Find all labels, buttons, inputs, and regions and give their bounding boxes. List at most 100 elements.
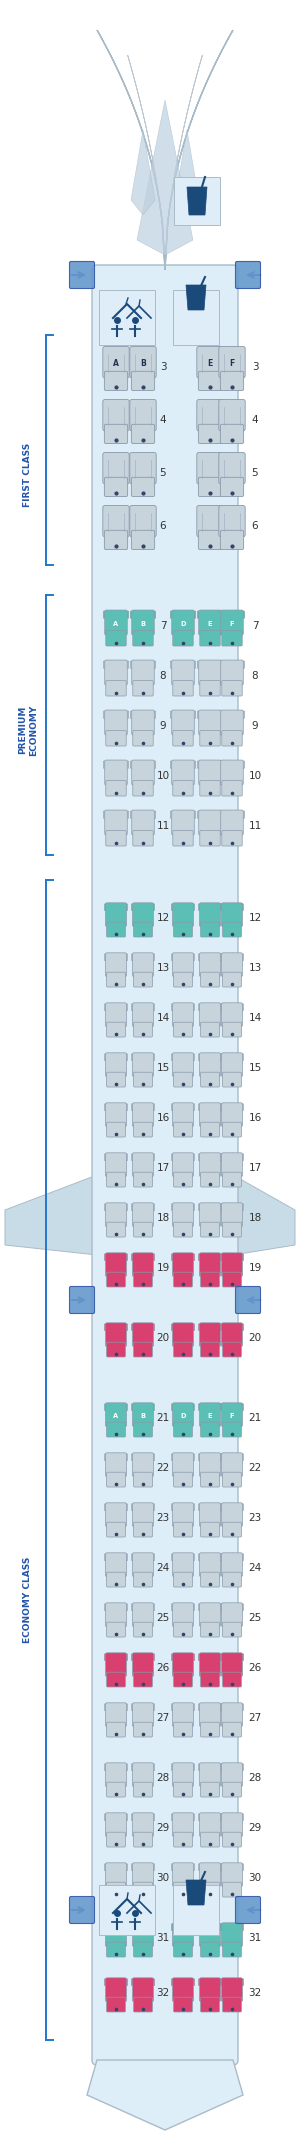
Text: 18: 18 <box>248 1212 262 1223</box>
Text: 27: 27 <box>156 1713 170 1723</box>
FancyBboxPatch shape <box>131 1979 136 1986</box>
FancyBboxPatch shape <box>199 1923 203 1930</box>
FancyBboxPatch shape <box>172 1004 194 1027</box>
FancyBboxPatch shape <box>217 1814 221 1820</box>
FancyBboxPatch shape <box>200 1603 220 1627</box>
FancyBboxPatch shape <box>199 1105 203 1111</box>
FancyBboxPatch shape <box>106 1072 125 1087</box>
FancyBboxPatch shape <box>172 1554 176 1560</box>
FancyBboxPatch shape <box>105 709 127 735</box>
FancyBboxPatch shape <box>199 1403 203 1410</box>
FancyBboxPatch shape <box>199 1154 203 1160</box>
FancyBboxPatch shape <box>173 1885 219 1934</box>
FancyBboxPatch shape <box>123 1105 127 1111</box>
Text: 25: 25 <box>156 1614 170 1622</box>
FancyBboxPatch shape <box>134 1122 152 1137</box>
FancyBboxPatch shape <box>133 1324 153 1347</box>
FancyBboxPatch shape <box>200 681 220 696</box>
Text: 7: 7 <box>252 621 258 632</box>
FancyBboxPatch shape <box>123 1203 127 1210</box>
FancyBboxPatch shape <box>103 662 108 668</box>
FancyBboxPatch shape <box>217 1154 221 1160</box>
FancyBboxPatch shape <box>197 400 223 430</box>
FancyBboxPatch shape <box>200 630 220 647</box>
FancyBboxPatch shape <box>223 1343 242 1356</box>
FancyBboxPatch shape <box>190 954 194 961</box>
Polygon shape <box>137 101 193 256</box>
FancyBboxPatch shape <box>173 290 219 346</box>
Text: 9: 9 <box>252 722 258 731</box>
FancyBboxPatch shape <box>172 1603 194 1627</box>
FancyBboxPatch shape <box>133 630 153 647</box>
FancyBboxPatch shape <box>134 1072 152 1087</box>
FancyBboxPatch shape <box>239 1979 244 1986</box>
FancyBboxPatch shape <box>174 1521 192 1537</box>
FancyBboxPatch shape <box>106 681 126 696</box>
FancyBboxPatch shape <box>150 1704 154 1711</box>
FancyBboxPatch shape <box>131 1403 136 1410</box>
Text: 10: 10 <box>156 771 170 780</box>
Text: 29: 29 <box>156 1822 170 1833</box>
Text: 20: 20 <box>156 1332 170 1343</box>
FancyBboxPatch shape <box>190 1603 194 1610</box>
FancyBboxPatch shape <box>174 1472 192 1487</box>
FancyBboxPatch shape <box>218 610 223 619</box>
FancyBboxPatch shape <box>173 681 193 696</box>
Text: 10: 10 <box>248 771 262 780</box>
Text: B: B <box>140 359 146 367</box>
Polygon shape <box>186 1880 206 1904</box>
FancyBboxPatch shape <box>150 1764 154 1771</box>
FancyBboxPatch shape <box>124 810 129 819</box>
FancyBboxPatch shape <box>201 922 219 937</box>
FancyBboxPatch shape <box>222 1702 242 1726</box>
FancyBboxPatch shape <box>239 1154 244 1160</box>
FancyBboxPatch shape <box>200 903 220 926</box>
FancyBboxPatch shape <box>150 1105 154 1111</box>
FancyBboxPatch shape <box>131 1704 136 1711</box>
FancyBboxPatch shape <box>133 1603 153 1627</box>
FancyBboxPatch shape <box>220 1455 225 1461</box>
FancyBboxPatch shape <box>174 1122 192 1137</box>
FancyBboxPatch shape <box>197 610 202 619</box>
FancyBboxPatch shape <box>236 262 260 288</box>
FancyBboxPatch shape <box>223 1122 242 1137</box>
FancyBboxPatch shape <box>133 1053 153 1077</box>
FancyBboxPatch shape <box>134 1672 152 1687</box>
Text: 26: 26 <box>156 1663 170 1674</box>
FancyBboxPatch shape <box>217 1203 221 1210</box>
FancyBboxPatch shape <box>106 1573 125 1586</box>
FancyBboxPatch shape <box>70 1898 94 1923</box>
FancyBboxPatch shape <box>106 1721 125 1736</box>
FancyBboxPatch shape <box>131 372 154 391</box>
FancyBboxPatch shape <box>131 905 136 911</box>
FancyBboxPatch shape <box>172 1979 176 1986</box>
FancyBboxPatch shape <box>239 1704 244 1711</box>
Text: F: F <box>230 621 234 628</box>
Text: 11: 11 <box>248 821 262 832</box>
FancyBboxPatch shape <box>172 1863 194 1887</box>
FancyBboxPatch shape <box>217 1603 221 1610</box>
FancyBboxPatch shape <box>170 662 175 668</box>
FancyBboxPatch shape <box>199 1814 203 1820</box>
FancyBboxPatch shape <box>219 761 224 767</box>
FancyBboxPatch shape <box>150 1324 154 1330</box>
Text: 15: 15 <box>156 1064 170 1072</box>
Text: 19: 19 <box>248 1264 262 1272</box>
FancyBboxPatch shape <box>190 1979 194 1986</box>
FancyBboxPatch shape <box>103 810 108 819</box>
FancyBboxPatch shape <box>223 1171 242 1186</box>
FancyBboxPatch shape <box>218 711 223 718</box>
Text: B: B <box>140 1414 146 1420</box>
FancyBboxPatch shape <box>200 780 220 795</box>
FancyBboxPatch shape <box>223 1833 242 1846</box>
FancyBboxPatch shape <box>133 731 153 746</box>
FancyBboxPatch shape <box>219 810 224 819</box>
FancyBboxPatch shape <box>123 1004 127 1010</box>
FancyBboxPatch shape <box>132 660 154 686</box>
FancyBboxPatch shape <box>172 1253 194 1277</box>
FancyBboxPatch shape <box>220 1655 225 1661</box>
FancyBboxPatch shape <box>221 610 243 636</box>
FancyBboxPatch shape <box>191 610 196 619</box>
FancyBboxPatch shape <box>201 1782 219 1797</box>
FancyBboxPatch shape <box>106 1152 126 1178</box>
